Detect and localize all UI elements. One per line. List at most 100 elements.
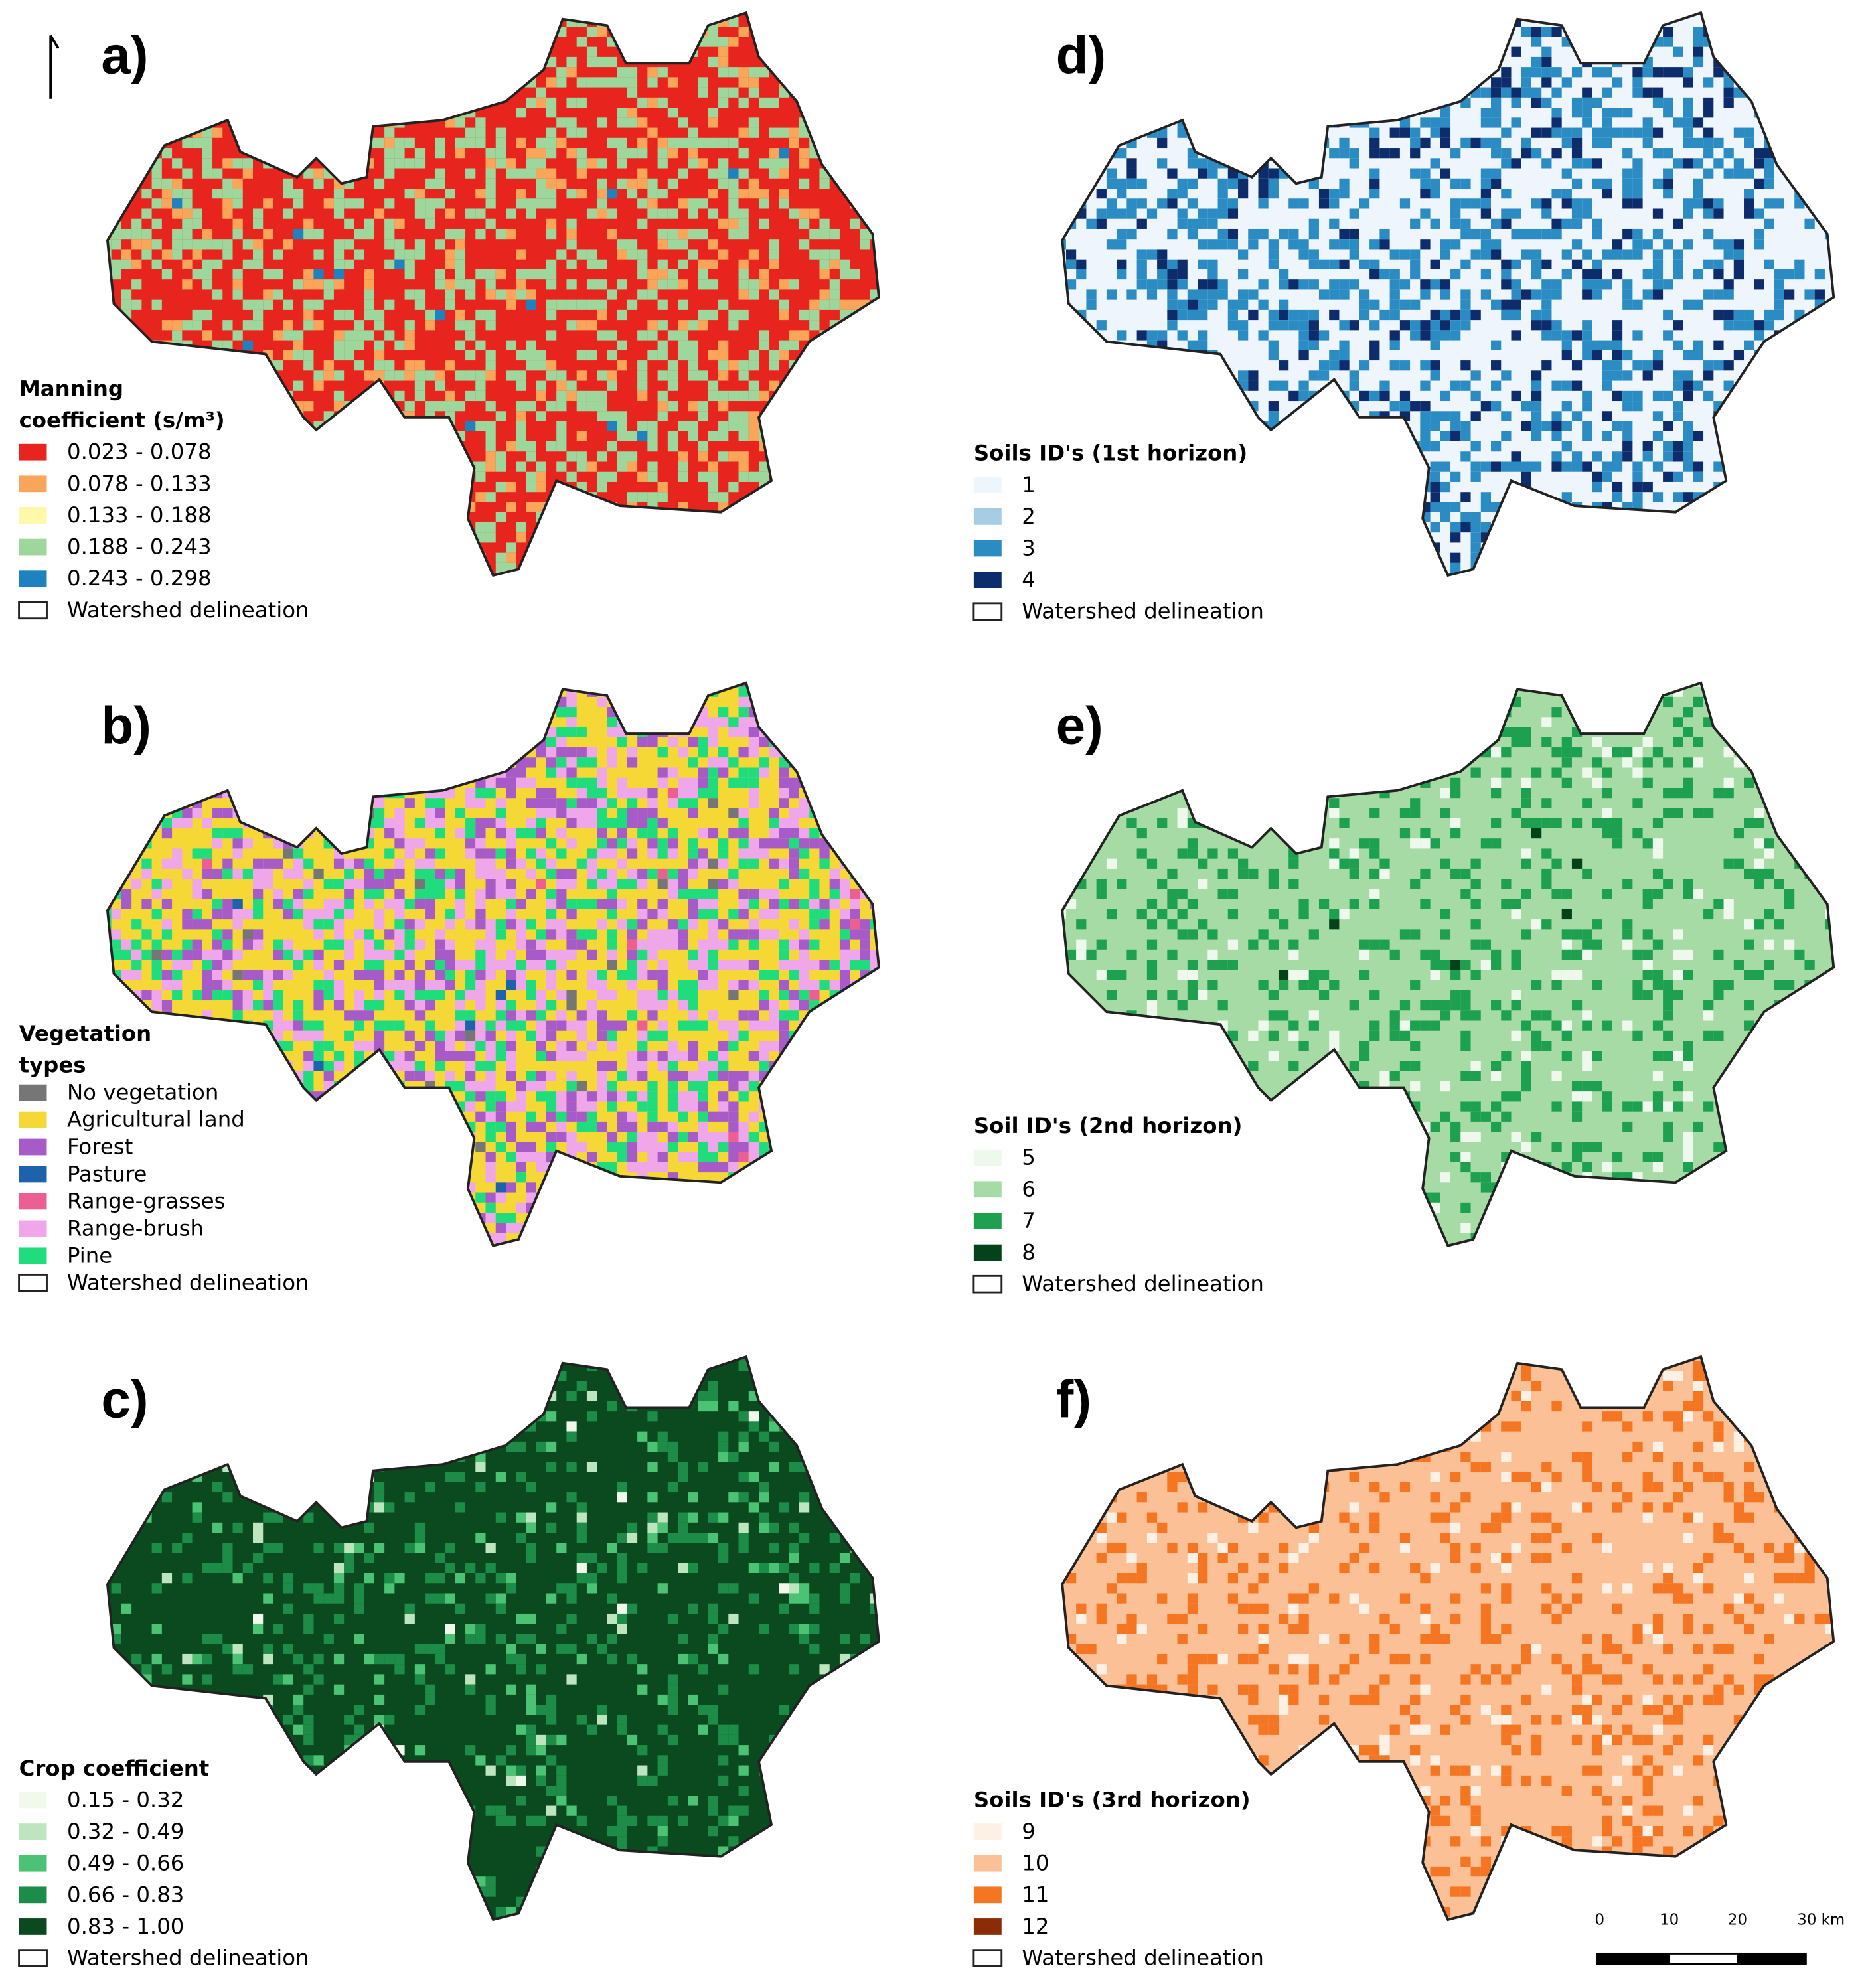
raster-cell (708, 1391, 719, 1401)
raster-cell (232, 1381, 243, 1391)
raster-cell (728, 1040, 739, 1051)
raster-cell (394, 1357, 405, 1361)
raster-cell (526, 1684, 536, 1695)
raster-cell (829, 1121, 840, 1132)
raster-cell (374, 492, 385, 502)
raster-cell (809, 1381, 820, 1391)
raster-cell (202, 46, 213, 57)
raster-cell (445, 1071, 455, 1081)
raster-cell (526, 990, 536, 1001)
raster-cell (627, 798, 638, 808)
raster-cell (414, 1371, 426, 1381)
raster-cell (344, 889, 354, 899)
raster-cell (556, 552, 567, 563)
raster-cell (475, 868, 486, 879)
raster-cell (850, 411, 860, 421)
raster-cell (323, 502, 334, 512)
raster-cell (263, 1091, 273, 1102)
legend-label: Pasture (67, 1161, 147, 1186)
raster-cell (475, 686, 486, 697)
raster-cell (799, 1000, 810, 1011)
raster-cell (576, 299, 587, 310)
raster-cell (344, 481, 354, 493)
raster-cell (182, 1357, 193, 1361)
raster-cell (789, 1593, 799, 1604)
raster-cell (253, 67, 264, 78)
raster-cell (182, 686, 193, 697)
raster-cell (313, 1674, 324, 1685)
raster-cell (354, 798, 364, 808)
raster-cell (617, 13, 627, 17)
raster-cell (303, 1020, 314, 1031)
raster-cell (647, 320, 658, 331)
raster-cell (536, 798, 546, 808)
raster-cell (212, 1233, 223, 1243)
raster-cell (728, 1162, 739, 1173)
raster-cell (151, 1030, 162, 1041)
raster-cell (748, 471, 759, 482)
raster-cell (364, 1010, 374, 1021)
raster-cell (839, 562, 850, 573)
raster-cell (232, 1081, 243, 1092)
raster-cell (546, 1192, 557, 1203)
raster-cell (759, 889, 769, 899)
raster-cell (617, 1624, 627, 1634)
raster-cell (647, 1010, 658, 1021)
raster-cell (283, 77, 293, 88)
raster-cell (232, 1162, 243, 1173)
raster-cell (414, 198, 426, 209)
raster-cell (566, 970, 577, 980)
raster-cell (202, 269, 213, 280)
raster-cell (222, 502, 233, 512)
raster-cell (526, 552, 536, 563)
raster-cell (708, 1071, 719, 1081)
raster-cell (232, 970, 243, 980)
raster-cell (698, 737, 708, 748)
raster-cell (107, 178, 112, 189)
raster-cell (313, 542, 324, 553)
raster-cell (546, 309, 557, 321)
raster-cell (718, 87, 729, 98)
legend-swatch (19, 443, 47, 461)
raster-cell (333, 117, 345, 128)
raster-cell (495, 777, 506, 788)
raster-cell (506, 879, 516, 889)
raster-cell (303, 1223, 314, 1233)
raster-cell (425, 980, 435, 990)
raster-cell (627, 1051, 638, 1061)
raster-cell (107, 360, 112, 371)
raster-cell (678, 451, 688, 462)
raster-cell (425, 1644, 435, 1654)
raster-cell (819, 1213, 830, 1223)
raster-cell (839, 87, 850, 98)
raster-cell (435, 889, 445, 899)
raster-cell (546, 1142, 557, 1152)
raster-cell (232, 189, 243, 199)
raster-cell (232, 1411, 243, 1422)
raster-cell (425, 696, 435, 708)
raster-cell (566, 717, 577, 727)
raster-cell (202, 279, 213, 290)
raster-cell (202, 1223, 213, 1233)
raster-cell (850, 889, 860, 899)
raster-cell (394, 990, 405, 1001)
raster-cell (698, 970, 708, 980)
raster-cell (759, 1142, 769, 1152)
raster-cell (870, 137, 879, 149)
raster-cell (839, 1172, 850, 1183)
raster-cell (414, 148, 426, 159)
raster-cell (141, 249, 152, 260)
raster-cell (495, 868, 506, 879)
raster-cell (728, 960, 739, 970)
raster-cell (769, 380, 779, 391)
raster-cell (597, 1010, 607, 1021)
raster-cell (748, 838, 759, 849)
raster-cell (586, 1553, 597, 1563)
raster-cell (414, 879, 426, 889)
raster-cell (354, 340, 364, 350)
raster-cell (819, 737, 830, 748)
raster-cell (253, 767, 264, 778)
raster-cell (850, 1502, 860, 1513)
raster-cell (313, 1162, 324, 1173)
raster-cell (576, 1202, 587, 1213)
